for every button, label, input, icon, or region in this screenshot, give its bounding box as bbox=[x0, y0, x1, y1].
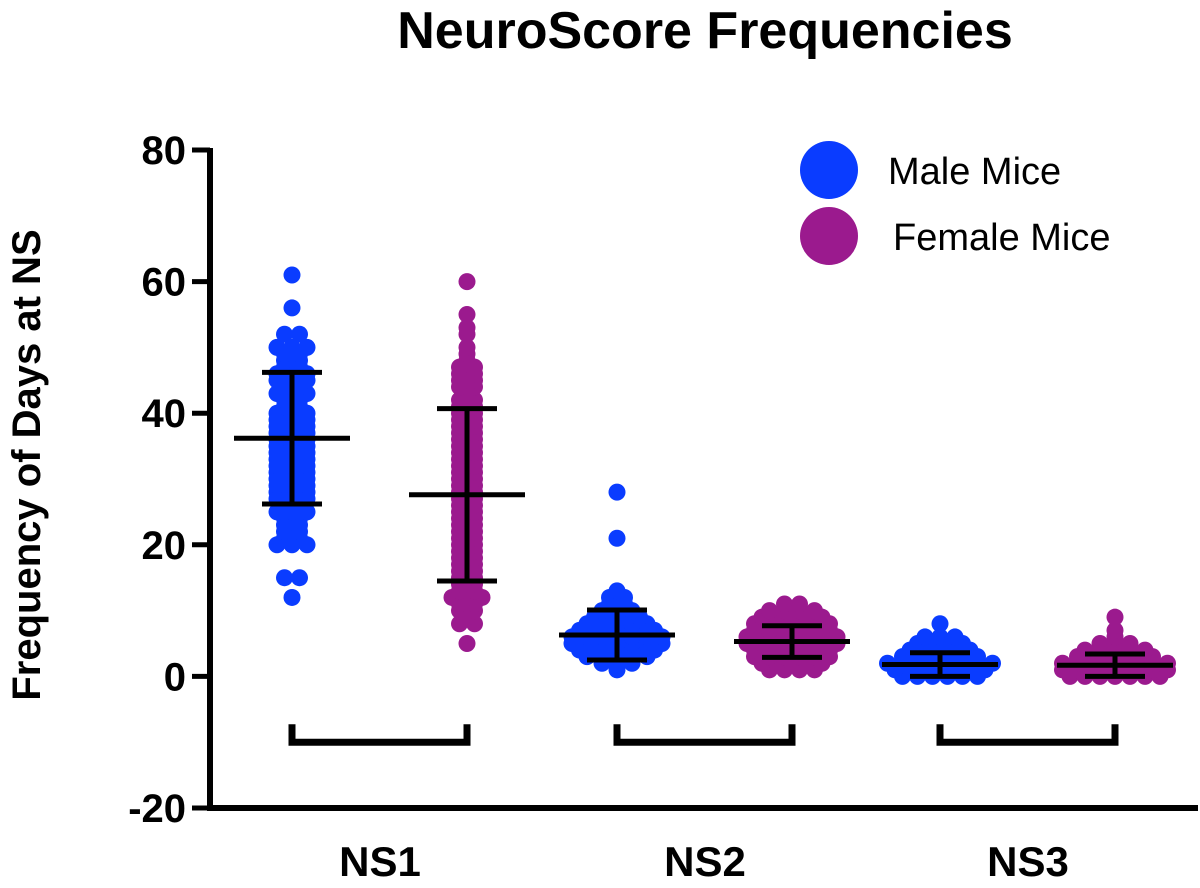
group-bracket bbox=[936, 724, 1119, 746]
data-point bbox=[458, 635, 476, 652]
legend: Male Mice Female Mice bbox=[800, 141, 1111, 265]
data-point bbox=[283, 338, 301, 356]
x-tick-label-ns3: NS3 bbox=[987, 838, 1069, 885]
legend-label-female: Female Mice bbox=[893, 217, 1111, 259]
data-point bbox=[791, 595, 808, 613]
group-bracket bbox=[288, 724, 471, 746]
y-tick-label: 60 bbox=[142, 261, 187, 305]
axes: -20 0 20 40 60 80 NS1 NS2 NS3 bbox=[128, 129, 1198, 885]
data-point bbox=[276, 569, 293, 587]
data-point bbox=[946, 628, 964, 646]
data-point bbox=[291, 325, 308, 343]
group-bracket bbox=[613, 724, 796, 746]
y-tick-label: 20 bbox=[142, 524, 187, 568]
data-point bbox=[608, 483, 626, 501]
data-point bbox=[761, 602, 778, 620]
data-point bbox=[283, 588, 301, 606]
y-tick-label: 40 bbox=[142, 392, 187, 436]
legend-label-male: Male Mice bbox=[888, 151, 1061, 193]
x-tick-label-ns2: NS2 bbox=[664, 838, 746, 885]
data-point bbox=[1091, 635, 1109, 652]
chart-title: NeuroScore Frequencies bbox=[397, 2, 1013, 60]
data-point bbox=[458, 306, 476, 323]
data-point bbox=[458, 338, 476, 356]
data-point bbox=[916, 628, 934, 646]
data-point bbox=[268, 338, 286, 356]
data-point bbox=[608, 582, 626, 600]
data-point bbox=[1121, 635, 1139, 652]
x-tick-label-ns1: NS1 bbox=[339, 838, 421, 885]
data-point bbox=[298, 338, 316, 356]
data-point bbox=[283, 299, 301, 317]
y-tick-label: 0 bbox=[164, 655, 186, 699]
data-point bbox=[458, 273, 476, 291]
y-tick-label: -20 bbox=[128, 787, 186, 831]
data-point bbox=[608, 529, 626, 547]
data-point bbox=[458, 319, 476, 337]
chart-marks bbox=[234, 266, 1176, 685]
data-point bbox=[291, 569, 308, 587]
data-point bbox=[276, 325, 293, 343]
legend-marker-female bbox=[800, 207, 858, 265]
data-point bbox=[1106, 621, 1124, 639]
data-point bbox=[931, 628, 949, 646]
data-point bbox=[776, 595, 793, 613]
y-axis-label: Frequency of Days at NS bbox=[5, 229, 49, 700]
data-point bbox=[1106, 608, 1124, 626]
legend-marker-male bbox=[800, 141, 858, 199]
y-tick-label: 80 bbox=[142, 129, 187, 173]
data-point bbox=[806, 602, 823, 620]
data-point bbox=[283, 266, 301, 284]
data-point bbox=[931, 615, 949, 633]
